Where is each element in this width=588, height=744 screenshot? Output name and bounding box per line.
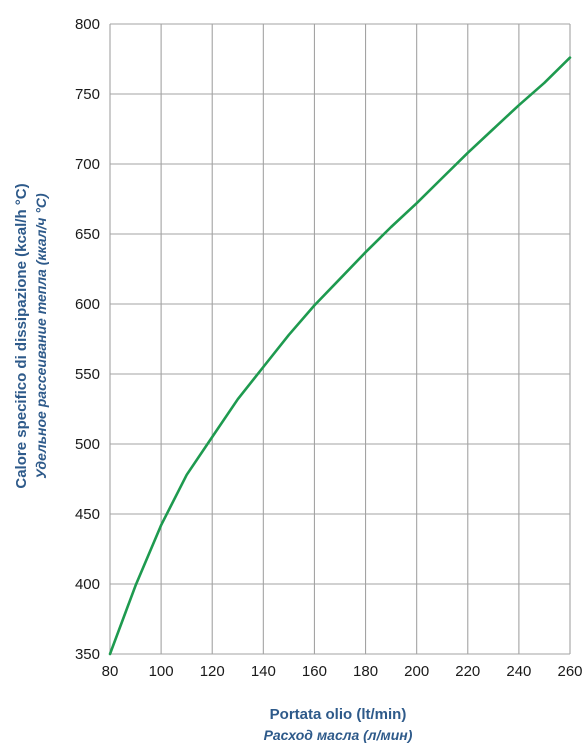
x-tick-label: 160 bbox=[302, 663, 327, 680]
y-axis-label-secondary: Удельное рассеивание тепла (ккал/ч °C) bbox=[33, 193, 49, 479]
x-tick-label: 100 bbox=[149, 663, 174, 680]
y-tick-label: 350 bbox=[75, 646, 100, 663]
y-tick-label: 450 bbox=[75, 506, 100, 523]
x-axis-label-secondary: Расход масла (л/мин) bbox=[264, 727, 413, 743]
x-tick-labels: 80 100 120 140 160 180 200 220 240 260 bbox=[102, 663, 583, 680]
series-layer bbox=[108, 56, 572, 656]
x-tick-label: 120 bbox=[200, 663, 225, 680]
x-tick-label: 260 bbox=[557, 663, 582, 680]
y-tick-label: 550 bbox=[75, 366, 100, 383]
x-tick-label: 80 bbox=[102, 663, 119, 680]
y-tick-label: 800 bbox=[75, 16, 100, 33]
y-tick-label: 650 bbox=[75, 226, 100, 243]
y-tick-labels: 350 400 450 500 550 600 650 700 750 800 bbox=[75, 16, 100, 663]
y-tick-label: 750 bbox=[75, 86, 100, 103]
x-tick-label: 140 bbox=[251, 663, 276, 680]
y-axis-label: Calore specifico di dissipazione (kcal/h… bbox=[13, 183, 30, 488]
x-tick-label: 180 bbox=[353, 663, 378, 680]
x-tick-label: 220 bbox=[455, 663, 480, 680]
grid bbox=[109, 23, 571, 655]
y-tick-label: 600 bbox=[75, 296, 100, 313]
x-tick-label: 240 bbox=[506, 663, 531, 680]
x-tick-label: 200 bbox=[404, 663, 429, 680]
y-tick-label: 500 bbox=[75, 436, 100, 453]
y-tick-label: 400 bbox=[75, 576, 100, 593]
series-line bbox=[108, 56, 572, 656]
x-axis-label: Portata olio (lt/min) bbox=[270, 706, 407, 723]
y-tick-label: 700 bbox=[75, 156, 100, 173]
